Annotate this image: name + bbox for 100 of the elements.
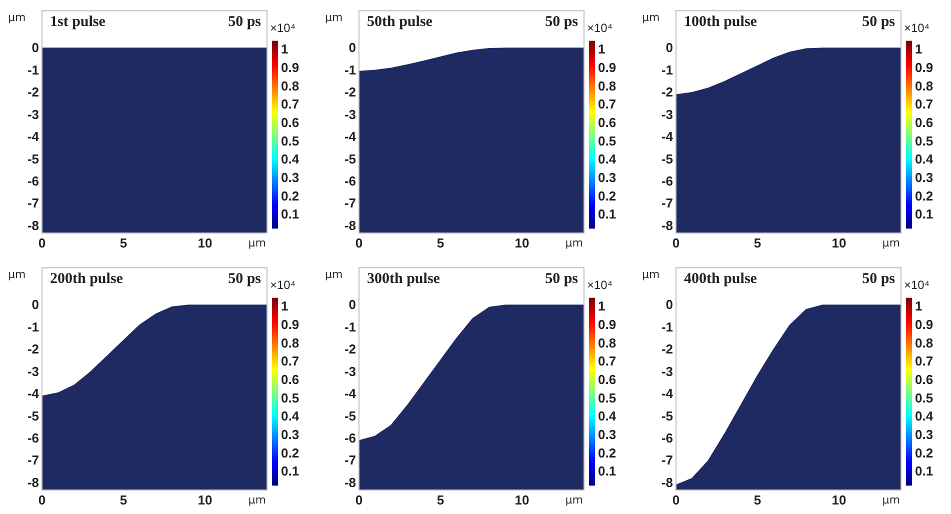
color-bar-title: ×10⁴ — [270, 21, 296, 36]
x-tick-label: 10 — [832, 492, 846, 508]
y-tick-label: -6 — [344, 430, 356, 446]
color-bar-label: 0.1 — [281, 206, 300, 222]
y-tick-label: -6 — [344, 173, 356, 188]
y-tick-label: 0 — [348, 40, 356, 56]
color-bar-label: 0.3 — [598, 170, 616, 186]
color-bar-label: 0.8 — [915, 78, 934, 94]
color-bar-label: 0.2 — [281, 188, 300, 204]
y-axis-title: μm — [8, 268, 26, 282]
y-tick-label: -1 — [27, 319, 39, 334]
color-bar-title: ×10⁴ — [587, 21, 613, 36]
y-tick-label: -5 — [344, 151, 356, 166]
color-bar-label: 0.4 — [598, 152, 617, 167]
y-tick-label: -2 — [27, 84, 39, 100]
color-bar-label: 0.1 — [281, 464, 300, 479]
y-tick-label: -8 — [27, 218, 39, 233]
color-bar-label: 0.4 — [915, 408, 934, 424]
color-bar-label: 0.1 — [598, 464, 616, 479]
color-bar-label: 0.5 — [281, 390, 300, 406]
y-tick-label: -4 — [661, 386, 674, 402]
color-bar-label: 0.5 — [915, 133, 934, 148]
color-bar-label: 0.3 — [915, 170, 934, 186]
y-tick-label: 0 — [666, 40, 673, 56]
color-bar-label: 0.4 — [915, 152, 934, 167]
y-tick-label: -4 — [344, 386, 357, 402]
y-tick-label: -4 — [27, 129, 40, 144]
color-bar-label: 0.7 — [598, 354, 616, 369]
color-bar-label: 0.6 — [598, 372, 616, 387]
color-bar-label: 1 — [281, 298, 288, 314]
y-tick-label: -6 — [661, 173, 673, 188]
annotation: 50 ps — [228, 271, 262, 288]
y-tick-label: -8 — [27, 474, 39, 490]
annotation: 50 ps — [228, 14, 262, 30]
y-tick-label: -1 — [661, 319, 673, 334]
y-tick-label: -7 — [27, 196, 39, 211]
y-tick-label: -6 — [27, 173, 39, 188]
x-tick-label: 5 — [120, 492, 128, 508]
y-tick-label: -5 — [661, 151, 673, 166]
color-bar-label: 0.9 — [281, 316, 300, 332]
color-bar-label: 0.8 — [915, 335, 934, 350]
y-tick-label: -2 — [661, 342, 673, 357]
x-tick-label: 5 — [436, 492, 444, 508]
y-axis-title: μm — [325, 11, 343, 24]
y-tick-label: -1 — [661, 62, 673, 78]
color-bar-label: 0.3 — [915, 427, 934, 442]
color-bar-label: 0.7 — [915, 354, 934, 369]
color-bar-label: 0.5 — [915, 390, 934, 406]
y-tick-label: -3 — [344, 364, 356, 379]
y-tick-label: 0 — [666, 297, 673, 312]
color-bar-label: 1 — [915, 298, 922, 314]
y-axis-title: μm — [8, 11, 26, 24]
color-bar-label: 0.9 — [915, 60, 934, 75]
chart-title: 400th pulse — [684, 271, 758, 288]
color-bar-label: 1 — [598, 298, 606, 314]
y-tick-label: -5 — [27, 408, 39, 424]
color-bar-label: 0.1 — [915, 206, 934, 222]
x-tick-label: 5 — [120, 235, 128, 250]
color-bar-label: 0.7 — [281, 96, 300, 112]
color-bar-label: 0.6 — [281, 114, 300, 130]
color-bar-label: 0.8 — [281, 78, 300, 94]
color-bar-label: 0.4 — [281, 408, 300, 424]
y-tick-label: 0 — [348, 297, 356, 312]
x-axis-title: μm — [882, 493, 900, 506]
color-bar-label: 1 — [598, 42, 606, 57]
color-bar-label: 1 — [915, 42, 922, 57]
color-bar-title: ×10⁴ — [587, 278, 613, 292]
y-tick-label: -8 — [661, 474, 673, 490]
color-bar-label: 0.7 — [598, 96, 616, 112]
y-tick-label: -5 — [27, 151, 39, 166]
x-tick-label: 5 — [436, 235, 444, 250]
color-bar-label: 1 — [281, 42, 288, 57]
x-tick-label: 10 — [198, 492, 212, 508]
y-axis-title: μm — [325, 268, 343, 282]
color-bar-label: 0.5 — [281, 133, 300, 148]
color-bar-label: 0.4 — [598, 408, 617, 424]
y-tick-label: -7 — [27, 452, 39, 468]
color-bar-label: 0.5 — [598, 133, 616, 148]
y-tick-label: -2 — [344, 342, 356, 357]
y-tick-label: -7 — [344, 196, 356, 211]
color-bar-label: 0.9 — [598, 316, 616, 332]
y-tick-label: -7 — [661, 196, 673, 211]
color-bar-label: 0.3 — [281, 170, 300, 186]
color-bar-title: ×10⁴ — [270, 278, 296, 292]
y-tick-label: -1 — [344, 62, 356, 78]
y-tick-label: -3 — [661, 106, 673, 122]
y-tick-label: -4 — [27, 386, 40, 402]
x-tick-label: 10 — [832, 235, 846, 250]
y-tick-label: 0 — [32, 297, 39, 312]
y-axis-title: μm — [642, 11, 660, 24]
x-tick-label: 5 — [754, 235, 762, 250]
color-bar-label: 0.6 — [598, 114, 616, 130]
color-bar-label: 0.8 — [598, 78, 616, 94]
y-tick-label: -5 — [344, 408, 356, 424]
y-tick-label: -7 — [661, 452, 673, 468]
chart-title: 100th pulse — [684, 14, 758, 30]
y-tick-label: -6 — [27, 430, 39, 446]
color-bar-label: 0.3 — [598, 427, 616, 442]
color-bar-label: 0.5 — [598, 390, 616, 406]
color-bar-title: ×10⁴ — [904, 21, 930, 36]
